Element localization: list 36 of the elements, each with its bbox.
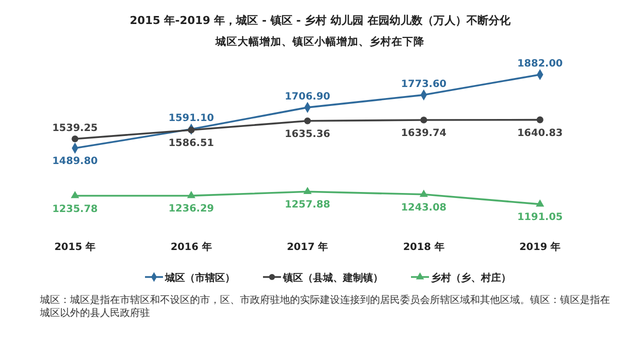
data-label: 1640.83 [517, 128, 563, 139]
point [70, 190, 80, 198]
data-label: 1635.36 [284, 128, 330, 140]
data-label: 1882.00 [517, 58, 563, 70]
legend-label: 乡村（乡、村庄） [431, 272, 511, 284]
x-tick-label: 2016 年 [170, 241, 212, 253]
legend-label: 镇区（县城、建制镇） [282, 272, 383, 284]
data-label: 1639.74 [400, 128, 447, 140]
point [536, 116, 544, 124]
point [72, 135, 78, 142]
point [187, 190, 196, 198]
text: 城区：城区是指在市辖区和不设区的市，区、市政府驻地的实际建设连接到的居民委员会所辖区域和其他区域。镇区：镇区是指在城区以外的县人民政府驻 [39, 294, 610, 319]
x-tick-label: 2019 年 [519, 241, 561, 253]
x-tick-label: 2018 年 [403, 241, 444, 253]
point [536, 199, 544, 207]
point [420, 190, 428, 197]
data-label: 1586.51 [168, 138, 214, 150]
point [188, 126, 195, 134]
data-label: 1243.08 [400, 202, 447, 214]
data-label: 1591.10 [168, 113, 214, 124]
point [303, 186, 312, 194]
data-label: 1235.78 [52, 204, 98, 215]
point [420, 116, 428, 124]
data-label: 1257.88 [284, 200, 330, 211]
x-tick-label: 2015 年 [54, 241, 96, 253]
legend-label: 城区（市辖区） [164, 272, 235, 284]
data-label: 1489.80 [52, 156, 98, 168]
chart-title: 2015 年-2019 年，城区 - 镇区 - 乡村 幼儿园 在园幼儿数（万人）不断分化 [130, 14, 512, 27]
data-label: 1539.25 [52, 122, 98, 134]
data-label: 1773.60 [400, 78, 447, 90]
point [304, 117, 311, 124]
x-tick-label: 2017 年 [286, 241, 328, 253]
data-label: 1706.90 [284, 91, 330, 102]
chart-subtitle: 城区大幅增加、镇区小幅增加、乡村在下降 [214, 35, 426, 48]
data-label: 1236.29 [168, 204, 214, 215]
data-label: 1191.05 [517, 212, 563, 224]
